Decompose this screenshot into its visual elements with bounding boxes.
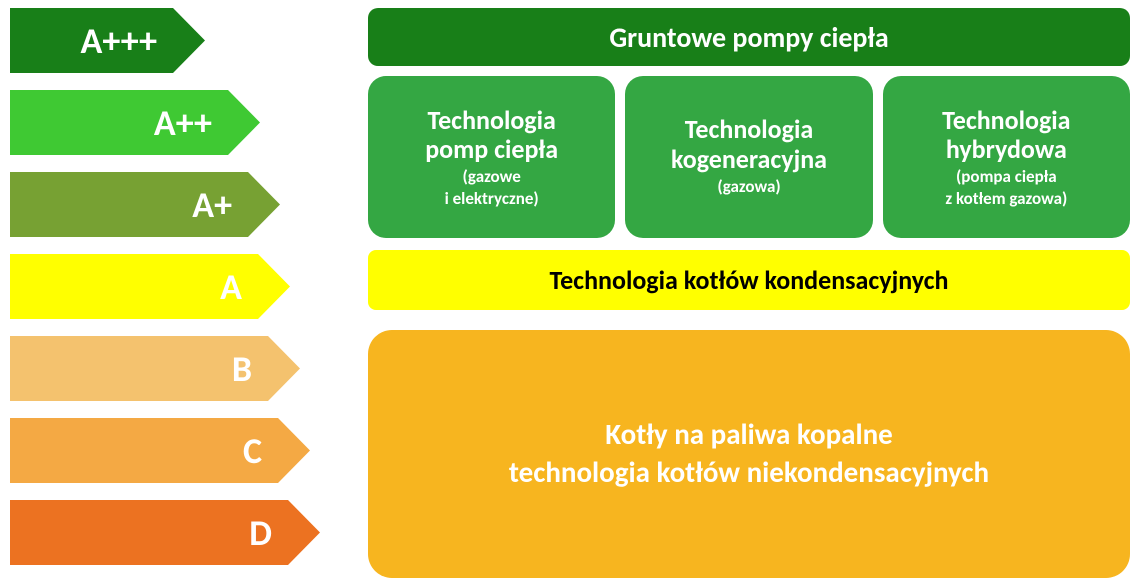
ratings-column: A+++ A++ A+ A B C D [10,8,320,578]
tech-kogeneracyjna-block: Technologia kogeneracyjna (gazowa) [625,76,872,238]
rating-d: D [10,500,320,565]
tech-kopalne-line2: technologia kotłów niekondensacyjnych [509,454,989,492]
rating-a-plus-plus: A++ [10,90,260,155]
tech-kopalne-block: Kotły na paliwa kopalne technologia kotł… [368,330,1130,578]
tech-hybr-title2: hybrydowa [946,135,1067,165]
tech-gruntowe-row: Gruntowe pompy ciepła [368,8,1130,66]
tech-kondensacyjne-title: Technologia kotłów kondensacyjnych [549,264,948,296]
tech-hybr-title1: Technologia [942,106,1070,136]
tech-gruntowe-block: Gruntowe pompy ciepła [368,8,1130,66]
tech-pompy-block: Technologia pomp ciepła (gazowe i elektr… [368,76,615,238]
tech-hybr-sub2: z kotłem gazowa) [945,189,1067,209]
tech-kogen-title2: kogeneracyjna [671,145,827,175]
rating-c: C [10,418,310,483]
tech-pompy-title2: pomp ciepła [425,135,558,165]
tech-kogen-sub1: (gazowa) [717,177,780,197]
tech-kopalne-row: Kotły na paliwa kopalne technologia kotł… [368,330,1130,578]
tech-gruntowe-title: Gruntowe pompy ciepła [609,20,888,55]
tech-triple-row: Technologia pomp ciepła (gazowe i elektr… [368,76,1130,238]
rating-a-plus-plus-plus: A+++ [10,8,205,73]
tech-kondensacyjne-block: Technologia kotłów kondensacyjnych [368,250,1130,310]
tech-hybrydowa-block: Technologia hybrydowa (pompa ciepła z ko… [883,76,1130,238]
rating-b: B [10,336,300,401]
tech-kogen-title1: Technologia [685,115,813,145]
technologies-column: Gruntowe pompy ciepła Technologia pomp c… [368,8,1130,578]
tech-kopalne-line1: Kotły na paliwa kopalne [605,416,893,454]
tech-pompy-sub2: i elektryczne) [445,189,539,209]
tech-pompy-title1: Technologia [427,106,555,136]
tech-kondensacyjne-row: Technologia kotłów kondensacyjnych [368,250,1130,310]
tech-pompy-sub1: (gazowe [463,167,521,187]
rating-a-plus: A+ [10,172,280,237]
tech-hybr-sub1: (pompa ciepła [956,167,1057,187]
rating-a: A [10,254,290,319]
energy-rating-infographic: A+++ A++ A+ A B C D Gruntowe pompy ciepł… [10,8,1130,578]
